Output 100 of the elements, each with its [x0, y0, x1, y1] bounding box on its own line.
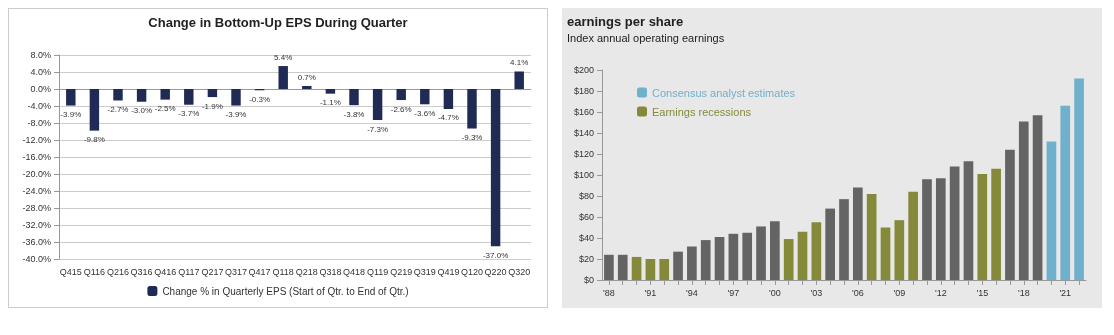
data-label: -9.3% — [461, 133, 483, 143]
legend-label: Earnings recessions — [652, 105, 752, 118]
bar — [825, 208, 836, 280]
data-label: -2.7% — [107, 104, 129, 114]
bar — [514, 71, 524, 89]
y-tick-label: 8.0% — [30, 50, 51, 60]
y-tick-label: -4.0% — [27, 101, 51, 111]
x-tick-label: Q417 — [248, 266, 271, 277]
x-tick-label: '97 — [727, 287, 740, 298]
x-tick-label: '12 — [934, 287, 947, 298]
data-label: -3.7% — [178, 109, 200, 119]
y-tick-label: $160 — [573, 107, 594, 117]
y-tick-label: -32.0% — [22, 220, 51, 230]
bar — [908, 191, 918, 280]
x-tick-label: Q415 — [59, 266, 82, 277]
bar — [783, 239, 794, 280]
bar — [700, 240, 711, 280]
legend-label: Change % in Quarterly EPS (Start of Qtr. to End of Qtr.) — [162, 285, 409, 297]
bar — [811, 222, 822, 280]
y-tick-label: -20.0% — [22, 169, 51, 179]
bar — [66, 89, 76, 106]
y-tick-label: 4.0% — [30, 67, 51, 77]
bar — [742, 232, 753, 280]
bar — [349, 89, 359, 106]
x-tick-label: Q418 — [342, 266, 366, 277]
bar — [852, 187, 863, 280]
bar — [866, 193, 877, 280]
y-tick-label: $100 — [573, 170, 594, 180]
bar — [617, 254, 628, 280]
x-tick-label: '03 — [810, 287, 823, 298]
bar — [977, 173, 988, 280]
x-tick-label: '09 — [893, 287, 906, 298]
bar — [184, 89, 194, 105]
chart-title: earnings per share — [567, 14, 684, 29]
data-label: -1.1% — [319, 98, 341, 108]
bar — [949, 166, 960, 280]
y-tick-label: $60 — [578, 212, 594, 222]
x-tick-label: Q219 — [390, 266, 413, 277]
x-tick-label: Q119 — [366, 266, 389, 277]
bar — [604, 254, 614, 280]
bar — [420, 89, 430, 105]
bar — [963, 161, 974, 280]
x-tick-label: Q320 — [508, 266, 531, 277]
bar — [991, 168, 1001, 280]
y-tick-label: 0.0% — [30, 84, 51, 94]
x-tick-label: Q218 — [295, 266, 318, 277]
chart-title: Change in Bottom-Up EPS During Quarter — [148, 15, 408, 30]
legend-label: Consensus analyst estimates — [652, 86, 796, 99]
y-tick-label: $20 — [578, 254, 594, 264]
bar — [894, 220, 905, 280]
x-tick-label: Q116 — [83, 266, 106, 277]
y-tick-label: $200 — [573, 65, 594, 75]
data-label: -4.7% — [437, 113, 459, 123]
bar — [797, 231, 808, 280]
bar — [1005, 149, 1015, 280]
bar — [687, 246, 697, 280]
data-label: -3.6% — [414, 108, 436, 118]
bar — [1018, 121, 1029, 280]
data-label: -3.9% — [225, 110, 247, 120]
bar — [89, 89, 100, 131]
x-tick-label: '18 — [1017, 287, 1030, 298]
x-tick-label: Q318 — [319, 266, 342, 277]
bar — [490, 89, 501, 247]
data-label: -37.0% — [482, 250, 509, 260]
x-tick-label: Q316 — [130, 266, 153, 277]
bar — [631, 256, 642, 280]
bar — [1046, 141, 1057, 280]
bar — [728, 233, 739, 280]
data-label: -1.9% — [201, 101, 223, 111]
bar — [1074, 78, 1084, 280]
y-tick-label: -16.0% — [22, 152, 51, 162]
x-tick-label: Q216 — [106, 266, 130, 277]
x-tick-label: Q319 — [413, 266, 436, 277]
data-label: -7.3% — [367, 124, 389, 134]
data-label: 4.1% — [510, 58, 529, 68]
x-tick-label: Q317 — [224, 266, 248, 277]
data-label: -3.9% — [60, 110, 82, 120]
x-tick-label: '91 — [644, 287, 657, 298]
y-tick-label: -12.0% — [22, 135, 51, 145]
data-label: -2.6% — [390, 104, 412, 114]
y-tick-label: -40.0% — [22, 254, 51, 264]
bar — [372, 89, 383, 121]
y-tick-label: $40 — [578, 233, 594, 243]
bar — [756, 226, 766, 280]
y-tick-label: $120 — [573, 149, 594, 159]
y-tick-label: -24.0% — [22, 186, 51, 196]
x-tick-label: Q220 — [484, 266, 507, 277]
bar — [1060, 105, 1071, 280]
x-tick-label: '00 — [768, 287, 781, 298]
bar — [645, 259, 656, 280]
bar — [714, 236, 725, 280]
x-tick-label: Q217 — [201, 266, 224, 277]
bar — [673, 251, 683, 280]
data-label: 0.7% — [297, 72, 316, 82]
y-tick-label: -8.0% — [27, 118, 51, 128]
bar — [770, 221, 780, 280]
y-tick-label: $180 — [573, 86, 594, 96]
bar — [839, 199, 849, 280]
x-tick-label: Q419 — [437, 266, 460, 277]
data-label: -3.0% — [131, 106, 153, 116]
